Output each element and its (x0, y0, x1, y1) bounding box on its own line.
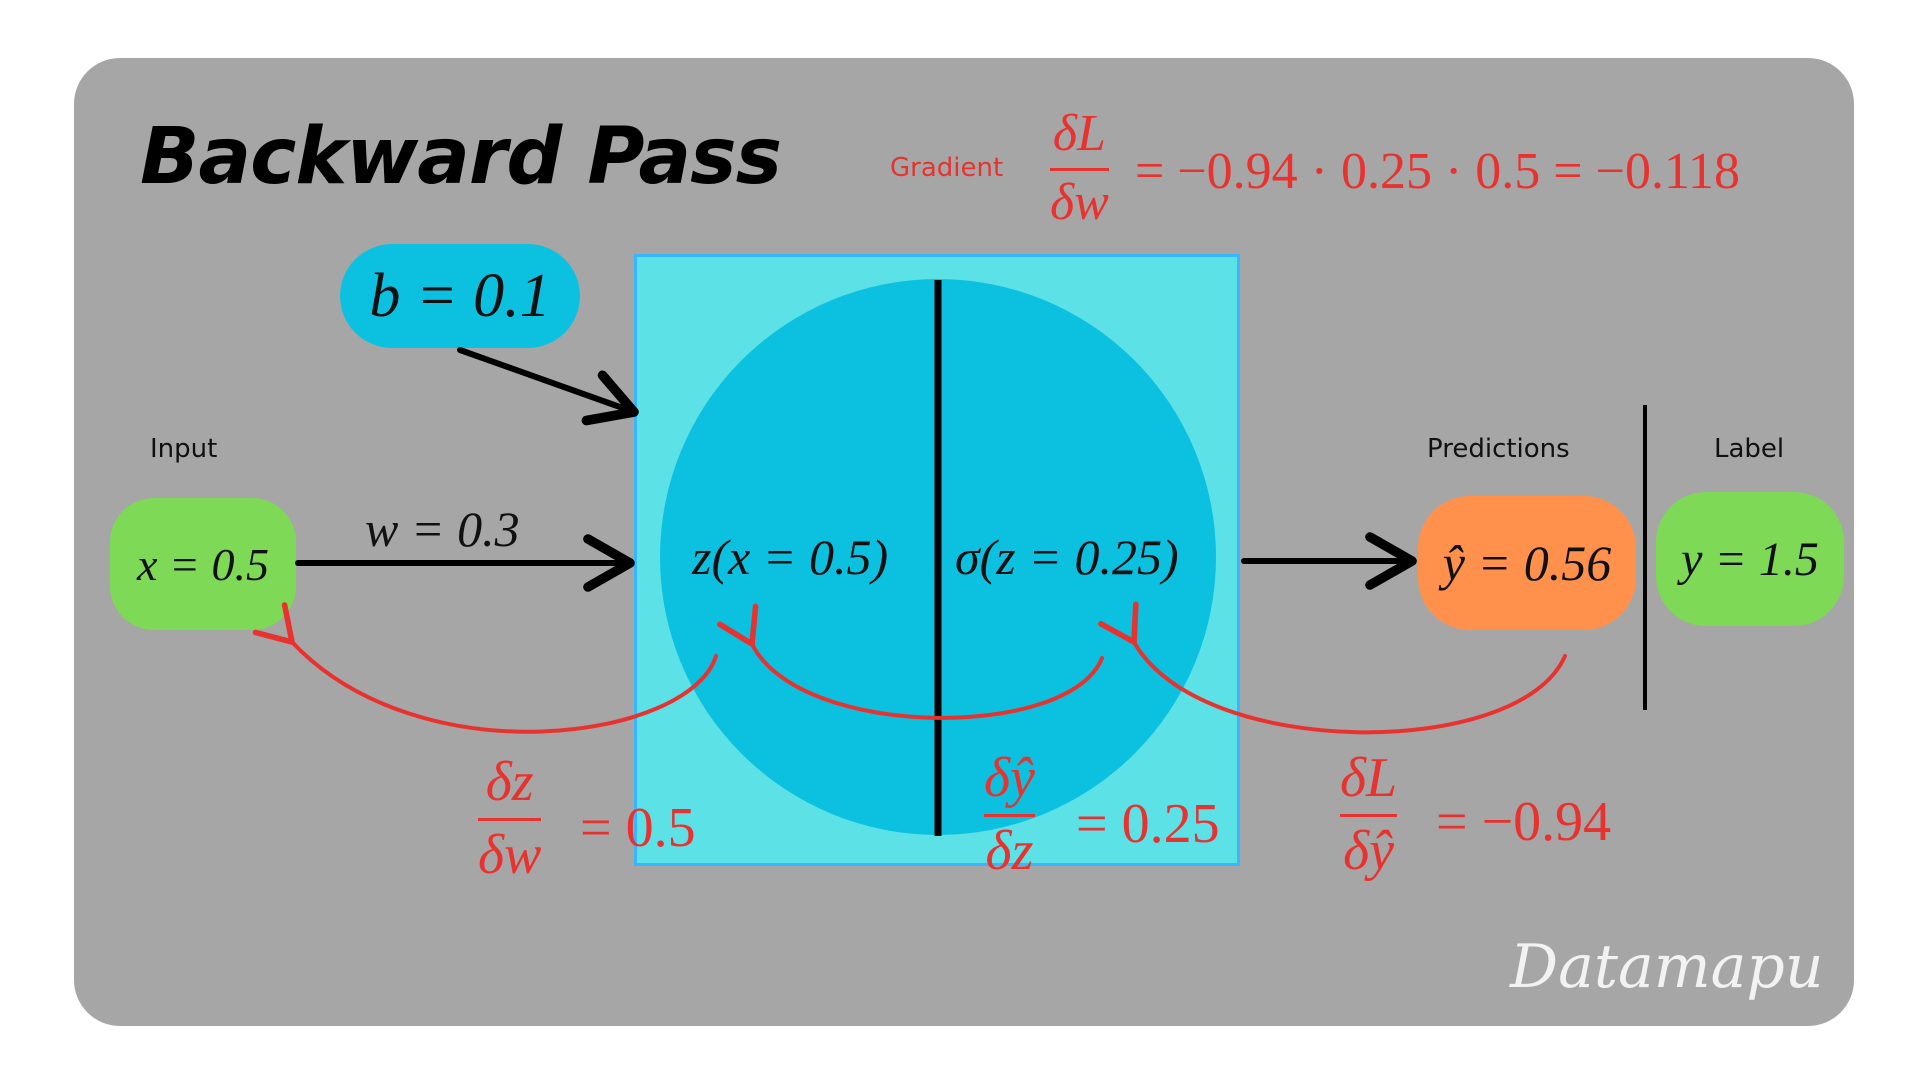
bias-pill: b = 0.1 (340, 244, 580, 348)
dz-dw-fraction: δz δw (478, 751, 542, 886)
dyhat-dz-value: = 0.25 (1076, 793, 1220, 855)
prediction-pill: ŷ = 0.56 (1418, 496, 1636, 630)
neuron-activation-text: σ(z = 0.25) (955, 529, 1179, 585)
gradient-expression: = −0.94 · 0.25 · 0.5 = −0.118 (1135, 143, 1741, 200)
backprop-arrow-dz-dw (252, 602, 718, 734)
dz-dw-numerator: δz (485, 751, 534, 813)
dz-dw-denominator: δw (478, 824, 542, 886)
dl-dyhat-denominator: δŷ (1343, 820, 1395, 882)
dyhat-dz-denominator: δz (985, 820, 1034, 882)
dz-dw-fraction-bar (478, 818, 542, 821)
backprop-arrow-dl-dyhat (1098, 601, 1567, 735)
gradient-fraction: δL δw (1050, 108, 1109, 229)
gradient-denominator: δw (1050, 174, 1109, 231)
diagram-title: Backward Pass (140, 112, 782, 202)
dl-dyhat-fraction-bar (1340, 814, 1398, 817)
gradient-fraction-bar (1050, 168, 1109, 171)
predictions-label: Predictions (1427, 434, 1570, 464)
dyhat-dz-fraction-bar (984, 814, 1035, 817)
dz-dw-value: = 0.5 (580, 797, 696, 859)
input-label: Input (150, 434, 218, 464)
dyhat-dz-numerator: δŷ (984, 747, 1035, 809)
bias-text: b = 0.1 (369, 261, 551, 330)
target-label: Label (1714, 434, 1785, 464)
target-pill: y = 1.5 (1656, 492, 1844, 626)
dyhat-dz-fraction: δŷ δz (984, 750, 1035, 879)
gradient-label: Gradient (890, 153, 1004, 183)
input-value: x = 0.5 (137, 538, 269, 590)
neuron-linear-text: z(x = 0.5) (692, 529, 889, 585)
prediction-value: ŷ = 0.56 (1442, 535, 1612, 591)
target-value: y = 1.5 (1681, 532, 1819, 586)
gradient-numerator: δL (1052, 105, 1106, 162)
bias-arrow (457, 347, 639, 426)
datamapu-watermark: Datamapu (1510, 932, 1824, 1002)
weight-label: w = 0.3 (365, 501, 520, 557)
dl-dyhat-value: = −0.94 (1436, 791, 1612, 853)
dl-dyhat-numerator: δL (1340, 747, 1398, 809)
dl-dyhat-fraction: δL δŷ (1340, 747, 1398, 882)
backprop-arrow-dyhat-dz (716, 603, 1104, 720)
